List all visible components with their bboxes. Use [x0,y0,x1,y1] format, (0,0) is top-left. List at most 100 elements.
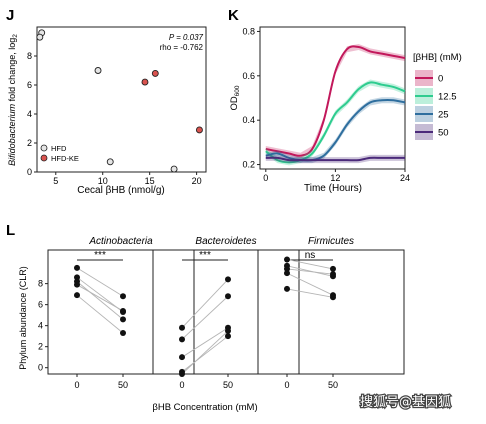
legend-label: 50 [438,128,449,139]
panel-k-lines [265,43,406,166]
y-tick-label: 0.8 [242,26,255,36]
panel-k-ylabel-sub: 600 [234,85,241,96]
pair-line [286,272,334,296]
x-tick-label: 0 [284,380,289,390]
panel-k-ylabel: OD600 [229,85,241,110]
data-point [141,78,149,86]
panel-k-legend: [βHB] (mM) 0 12.5 25 50 [413,52,462,140]
panel-k-frame [259,26,406,170]
data-point [170,165,178,173]
panel-j-points [36,29,203,173]
y-tick-label: 4 [38,321,43,331]
pair-line [181,330,229,375]
y-tick-label: 8 [38,279,43,289]
pair-line [286,288,334,298]
y-tick-label: 2 [27,138,32,148]
panel-k-xlabel: Time (Hours) [304,183,362,194]
data-point [106,158,114,166]
data-point [74,264,80,271]
data-point [284,265,290,272]
legend-hfd-ke-marker [40,154,48,162]
panel-j-ylabel-italic: Bifidobacterium [7,103,17,166]
panel-l-letter: L [6,222,15,239]
data-point [225,333,231,340]
data-point [120,330,126,337]
data-point [120,293,126,300]
data-point [179,324,185,331]
data-point [225,276,231,283]
series-line [265,156,405,162]
series-line [265,81,406,164]
data-point [284,270,290,277]
x-tick-label: 50 [118,380,128,390]
data-point [74,274,80,281]
panel-l-facets: 0 2 4 6 8 Actinobacteria 0 50 *** Bacteroidetes 0 5… [38,236,405,390]
y-tick-label: 0.4 [242,115,255,125]
data-point [74,292,80,299]
series-line [265,98,406,162]
data-point [120,316,126,323]
data-point [74,281,80,288]
panel-k-plot: 0 12 24 0.2 0.4 0.6 0.8 OD600 Time (Hours) [βH… [229,26,462,194]
x-tick-label: 10 [98,176,108,186]
x-tick-label: 24 [400,173,410,183]
pair-line [76,267,124,297]
panel-l-xlabel: βHB Concentration (mM) [152,402,257,413]
pair-line [76,294,124,334]
x-tick-label: 50 [328,380,338,390]
y-tick-label: 0 [27,167,32,177]
series-line [265,45,406,157]
x-tick-label: 50 [223,380,233,390]
data-point [225,293,231,300]
panel-j-plot: 5 10 15 20 0 2 4 6 8 P = 0.037 rho = -0.762 HFD … [7,26,207,196]
panel-k-letter: K [228,7,239,24]
panel-j-letter: J [6,7,14,24]
pair-line [181,327,229,358]
panel-j-stat-rho: rho = -0.762 [160,43,204,52]
y-tick-label: 0.2 [242,160,255,170]
data-point [330,294,336,301]
x-tick-label: 5 [53,176,58,186]
y-tick-label: 2 [38,342,43,352]
data-point [120,307,126,314]
panel-j-legend: HFD HFD-KE [40,144,79,163]
panel-k-ticks: 0 12 24 0.2 0.4 0.6 0.8 [242,26,410,183]
pair-line [286,259,334,270]
significance-label: *** [94,250,106,261]
panel-j-frame [36,26,207,173]
pair-line [286,268,334,275]
series-band [265,79,405,166]
panel-j-xlabel: Cecal βHB (nmol/g) [77,185,164,196]
significance-label: *** [199,250,211,261]
y-tick-label: 0.6 [242,71,255,81]
facet-firmicutes: Firmicutes 0 50 ns [257,236,405,390]
pair-line [181,295,229,340]
data-point [225,327,231,334]
panel-j-ylabel-rest: fold change, log [7,38,17,104]
y-tick-label: 0 [38,363,43,373]
data-point [151,69,159,77]
panel-j-ylabel: Bifidobacterium fold change, log2 [7,34,19,166]
data-point [179,371,185,377]
pair-line [76,281,124,320]
facet-title: Firmicutes [308,236,354,247]
y-tick-label: 6 [27,80,32,90]
panel-k-ylabel-main: OD [229,96,240,110]
y-tick-label: 4 [27,109,32,119]
legend-label: 0 [438,74,443,85]
data-point [94,67,102,74]
pair-line [181,335,229,373]
data-point [330,265,336,272]
x-tick-label: 0 [263,173,268,183]
x-tick-label: 0 [74,380,79,390]
significance-label: ns [305,250,316,261]
panel-j-ticks: 5 10 15 20 0 2 4 6 8 [27,51,202,186]
legend-title: [βHB] (mM) [413,52,462,63]
facet-actinobacteria: Actinobacteria 0 50 *** [47,236,195,390]
panel-j-stat-p: P = 0.037 [169,33,204,42]
pair-line [76,284,124,312]
legend-label: 12.5 [438,92,457,103]
data-point [179,336,185,343]
facet-frame [152,249,300,375]
x-tick-label: 15 [145,176,155,186]
